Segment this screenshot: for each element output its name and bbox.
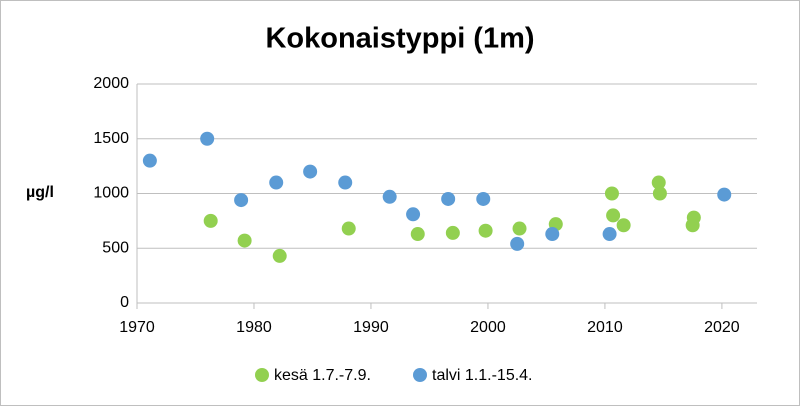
point [382,189,397,204]
point [410,227,425,242]
y-tick-label: 1500 [93,130,129,147]
point [445,225,460,240]
legend-marker [413,368,427,382]
y-tick-label: 1000 [93,185,129,202]
point [616,218,631,233]
point [272,248,287,263]
point [269,175,284,190]
point [652,186,667,201]
point [234,193,249,208]
x-tick-label: 1990 [353,319,389,336]
point [602,227,617,242]
x-tick-label: 2020 [704,319,740,336]
x-tick-label: 1970 [119,319,155,336]
point [338,175,353,190]
y-tick-label: 2000 [93,75,129,92]
point [341,221,356,236]
chart-title: Kokonaistyppi (1m) [265,23,534,55]
point [545,227,560,242]
point [510,236,525,251]
point [200,131,215,146]
point [142,153,157,168]
legend-label: kesä 1.7.-7.9. [274,367,371,384]
point [604,186,619,201]
point [651,175,666,190]
point [441,191,456,206]
legend-label: talvi 1.1.-15.4. [432,367,533,384]
point [685,218,700,233]
point [203,213,218,228]
x-tick-label: 1980 [236,319,272,336]
y-tick-label: 0 [120,294,129,311]
point [476,191,491,206]
point [512,221,527,236]
legend-marker [255,368,269,382]
point [606,208,621,223]
x-tick-label: 2010 [587,319,623,336]
point [406,207,421,222]
y-axis-label: µg/l [26,184,54,201]
point [237,233,252,248]
x-tick-label: 2000 [470,319,506,336]
point [303,164,318,179]
point [717,187,732,202]
y-tick-label: 500 [102,239,129,256]
point [478,223,493,238]
